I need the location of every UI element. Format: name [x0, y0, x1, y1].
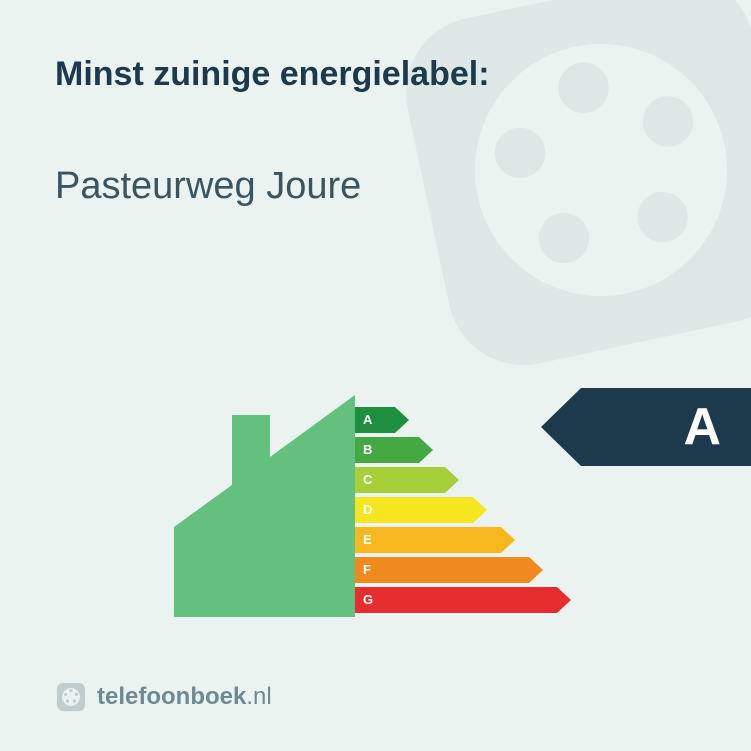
- footer-brand-bold: telefoonboek: [97, 683, 246, 710]
- location-name: Pasteurweg Joure: [55, 165, 361, 208]
- footer-logo-icon: [55, 681, 87, 713]
- energy-label-chart: ABCDEFG: [160, 395, 590, 625]
- energy-bar-label: G: [363, 587, 373, 613]
- energy-bar-label: E: [363, 527, 372, 553]
- energy-bar-label: D: [363, 497, 372, 523]
- energy-bar-label: F: [363, 557, 371, 583]
- selected-label-callout: A: [541, 388, 751, 466]
- footer: telefoonboek.nl: [55, 681, 272, 713]
- footer-brand: telefoonboek.nl: [97, 683, 272, 711]
- footer-brand-thin: .nl: [246, 683, 271, 710]
- energy-bar-label: C: [363, 467, 372, 493]
- energy-bar-label: B: [363, 437, 372, 463]
- energy-bar-label: A: [363, 407, 372, 433]
- house-icon: [160, 395, 360, 625]
- selected-label-letter: A: [683, 388, 721, 466]
- page-title: Minst zuinige energielabel:: [55, 55, 490, 94]
